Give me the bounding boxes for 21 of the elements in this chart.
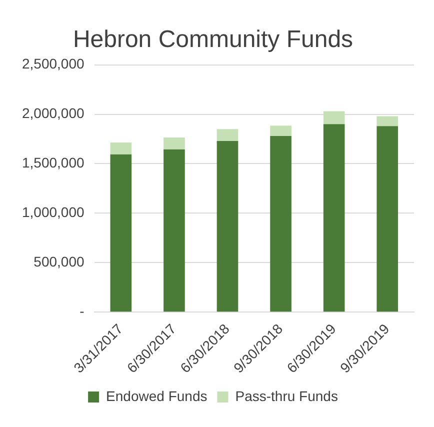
- bar: [216, 140, 238, 312]
- bar: [270, 126, 292, 136]
- bar: [323, 111, 345, 124]
- legend-label: Pass-thru Funds: [235, 388, 338, 404]
- y-tick-label: 2,500,000: [22, 56, 84, 72]
- bar: [376, 126, 398, 312]
- legend-label: Endowed Funds: [106, 388, 208, 404]
- y-tick-label: 500,000: [34, 253, 84, 270]
- bar: [216, 129, 238, 141]
- bar: [323, 124, 345, 312]
- bar: [110, 154, 132, 312]
- bar: [376, 116, 398, 126]
- bar: [164, 149, 185, 312]
- y-tick-label: 2,000,000: [22, 105, 84, 122]
- chart-title: Hebron Community Funds: [72, 26, 354, 54]
- bar: [270, 136, 292, 312]
- bar: [110, 142, 132, 154]
- bar: [164, 138, 185, 150]
- y-tick-label: -: [80, 302, 85, 319]
- y-tick-label: 1,000,000: [22, 204, 84, 220]
- y-tick-label: 1,500,000: [22, 154, 84, 171]
